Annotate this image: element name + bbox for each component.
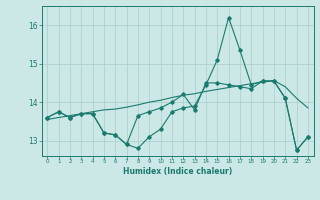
X-axis label: Humidex (Indice chaleur): Humidex (Indice chaleur) xyxy=(123,167,232,176)
